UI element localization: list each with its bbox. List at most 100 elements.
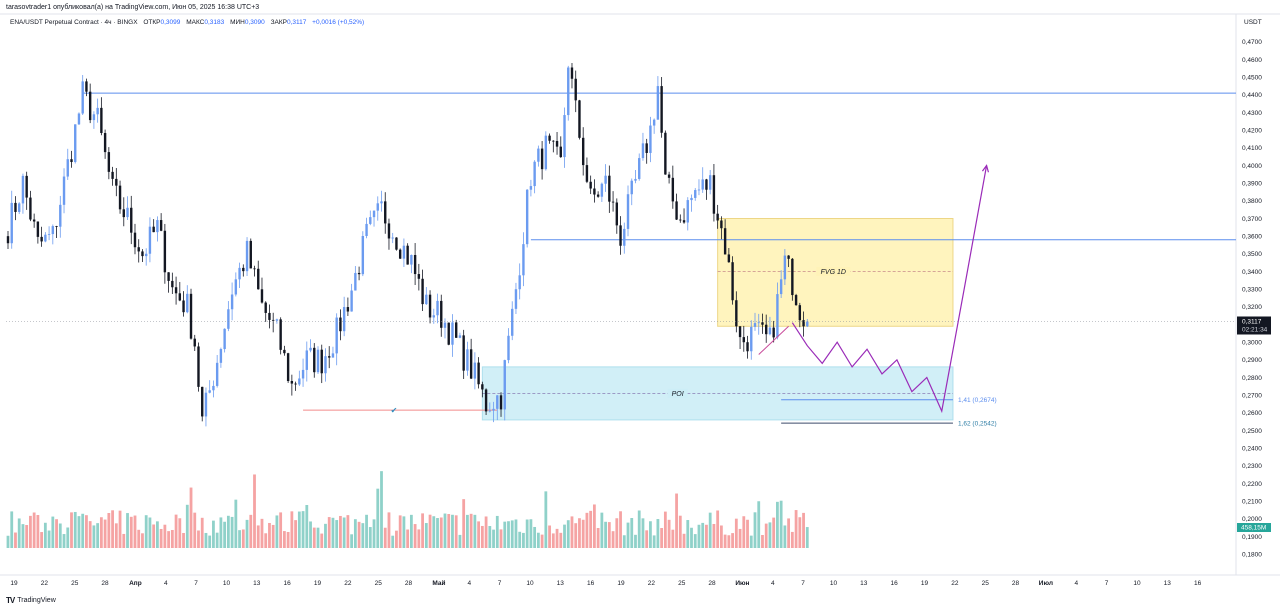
overlay-layer: 1,41 (0,2674) 1,62 (0,2542) (6, 164, 1236, 427)
last-price-value: 0,3117 (1242, 318, 1262, 325)
candle-body (335, 317, 338, 354)
candle-body (690, 197, 693, 201)
candle-body (768, 327, 772, 335)
candle-body (21, 175, 25, 204)
candle-body (350, 290, 353, 312)
volume-bar (376, 488, 380, 548)
projection-path[interactable] (791, 165, 988, 414)
volume-bar (66, 527, 70, 548)
candle-body (466, 349, 469, 371)
volume-bar (469, 513, 473, 548)
low-label: МИН (230, 19, 245, 26)
candle-body (354, 272, 357, 291)
y-tick-label: 0,4100 (1242, 145, 1262, 152)
trendline[interactable] (758, 325, 789, 355)
volume-bar (88, 521, 92, 548)
candle-body (499, 395, 503, 410)
candle-body (518, 275, 521, 290)
volume-bar (473, 514, 477, 548)
time-axis[interactable]: 19 22 25 28 Апр 4 7 10 13 16 19 22 25 28 Май 4 7 10 13 16 19… (10, 579, 1201, 587)
candle-body (301, 369, 305, 379)
x-tick-label: 28 (1012, 580, 1020, 587)
candle-body (14, 202, 17, 212)
volume-bar (152, 524, 156, 548)
candle-body (342, 307, 346, 332)
x-tick-label: 25 (982, 580, 990, 587)
volume-bar (798, 517, 802, 548)
candle-body (563, 115, 566, 158)
volume-tag (1237, 523, 1271, 532)
volume-bar (510, 520, 514, 548)
candle-body (234, 279, 238, 295)
candle-body (645, 143, 648, 153)
candle-body (85, 81, 88, 92)
candle-body (384, 201, 387, 224)
poi-label: POI (672, 391, 684, 398)
candle-body (189, 293, 193, 339)
candle-body (391, 237, 394, 239)
volume-bar (458, 534, 462, 548)
volume-bar (51, 516, 55, 548)
price-axis[interactable]: USDT 0,4700 0,4600 0,4500 0,4400 0,4300 0,420… (1242, 19, 1262, 558)
volume-bar (716, 510, 720, 548)
candle-body (552, 140, 555, 142)
x-tick-label: 13 (860, 580, 868, 587)
candle-body (738, 326, 742, 338)
volume-bar (678, 515, 682, 548)
volume-bar (589, 510, 593, 548)
candle-body (92, 114, 96, 121)
candle-body (496, 395, 499, 409)
volume-bar (802, 512, 805, 548)
y-tick-label: 0,3800 (1242, 198, 1262, 205)
candle-body (130, 207, 133, 233)
candle-body (522, 244, 525, 276)
volume-bar (518, 531, 522, 548)
x-tick-label: 13 (557, 580, 565, 587)
volume-bar (327, 517, 331, 548)
volume-bar (615, 518, 619, 548)
volume-bar (215, 532, 219, 548)
symbol-name[interactable]: ENA/USDT Perpetual Contract · 4ч · BINGX (10, 19, 138, 26)
volume-bar (85, 515, 88, 548)
candle-body (548, 135, 551, 141)
y-tick-label: 0,3400 (1242, 269, 1262, 276)
volume-bar (178, 518, 182, 548)
candle-body (398, 249, 402, 259)
volume-bar (708, 512, 712, 548)
x-tick-label: 22 (648, 580, 656, 587)
candle-body (249, 240, 252, 269)
volume-bar (297, 511, 301, 548)
candle-body (716, 213, 719, 221)
tradingview-logo-icon: TV (6, 596, 15, 605)
volume-bar (62, 534, 66, 548)
volume-bar (660, 527, 664, 548)
candle-body (791, 258, 794, 296)
volume-bar (402, 516, 406, 548)
candle-body (242, 267, 245, 272)
volume-bar (805, 527, 809, 548)
volume-bar (271, 524, 275, 548)
candle-body (544, 135, 548, 170)
candle-body (316, 349, 320, 373)
candle-body (174, 287, 178, 294)
volume-bar (574, 523, 578, 548)
candle-body (245, 240, 249, 272)
volume-bar (99, 517, 103, 548)
zone-label-bg (667, 388, 688, 398)
volume-bar (245, 519, 249, 548)
volume-bar (111, 510, 114, 548)
volume-bar (432, 516, 436, 548)
volume-bar (417, 529, 421, 548)
countdown-value: 02:21:34 (1242, 326, 1268, 333)
candle-body (623, 228, 626, 246)
volume-bar (499, 529, 503, 548)
y-tick-label: 0,2700 (1242, 392, 1262, 399)
volume-bar (611, 531, 615, 548)
fib-label: 1,41 (0,2674) (958, 397, 997, 404)
candle-body (40, 236, 43, 242)
x-tick-label: 25 (71, 580, 79, 587)
candle-body (705, 179, 708, 190)
candle-body (652, 119, 656, 126)
volume-bar (32, 512, 36, 548)
